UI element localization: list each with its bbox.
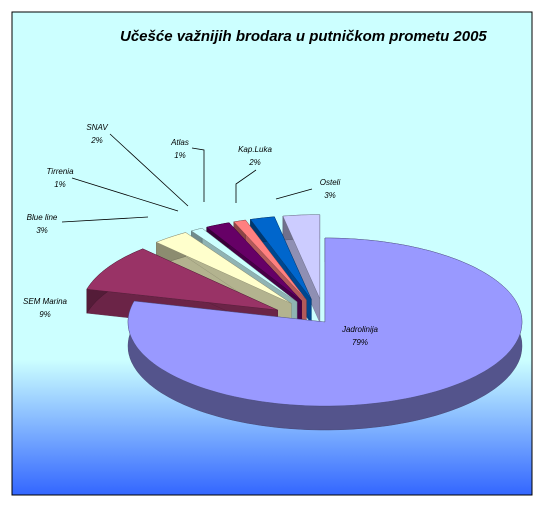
leader-line <box>191 147 205 202</box>
data-label-name: SNAV <box>86 123 108 132</box>
data-label-name: Blue line <box>27 213 58 222</box>
data-label-value: 3% <box>324 191 336 200</box>
data-label-name: Jadrolinija <box>341 325 379 334</box>
slice <box>233 219 307 301</box>
data-label-name: SEM Marina <box>23 297 68 306</box>
slice <box>250 216 312 300</box>
data-label-name: Tirrenia <box>46 167 74 176</box>
data-label-value: 2% <box>90 136 103 145</box>
slice <box>282 214 321 299</box>
slice <box>86 248 278 311</box>
leader-line <box>61 216 149 223</box>
slice <box>155 232 292 304</box>
slice <box>190 227 298 302</box>
data-label-value: 9% <box>39 310 51 319</box>
chart-title: Učešće važnijih brodara u putničkom prom… <box>120 28 487 45</box>
data-label-name: Atlas <box>170 138 189 147</box>
data-label-name: Kap.Luka <box>238 145 272 154</box>
data-label-value: 2% <box>248 158 261 167</box>
slice <box>206 222 302 301</box>
slice <box>127 237 523 407</box>
data-label-value: 3% <box>36 226 48 235</box>
data-label-value: 79% <box>352 338 368 347</box>
leader-line <box>275 188 313 200</box>
data-label-name: Osteli <box>320 178 341 187</box>
data-label-value: 1% <box>54 180 66 189</box>
data-label-value: 1% <box>174 151 186 160</box>
leader-line <box>71 177 179 212</box>
leader-line <box>235 169 257 203</box>
leader-line <box>109 133 189 207</box>
plot-area: Učešće važnijih brodara u putničkom prom… <box>23 28 523 431</box>
